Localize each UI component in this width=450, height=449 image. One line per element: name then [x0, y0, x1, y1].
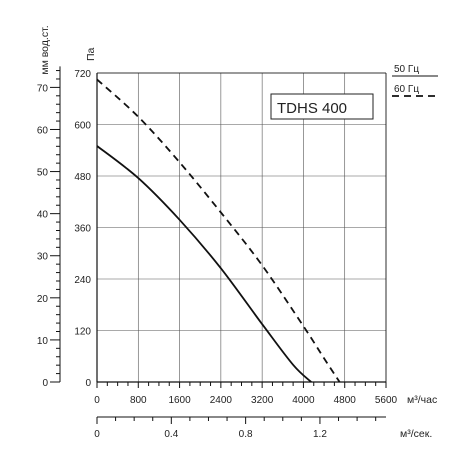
- pa-tick-label: 600: [74, 121, 91, 132]
- pa-tick-label: 0: [85, 378, 91, 389]
- x-tick-label: 1600: [168, 395, 191, 406]
- x-tick-label: 5600: [375, 395, 398, 406]
- legend: 50 Гц 60 Гц: [392, 64, 438, 97]
- performance-curves: [96, 78, 341, 383]
- series-curve-60hz: [96, 78, 341, 383]
- mm-tick-label: 10: [37, 336, 49, 347]
- x-tick-label: 0: [94, 395, 100, 406]
- flow-m3s-unit-label: м³/сек.: [400, 428, 432, 440]
- x2-tick-label: 0: [94, 429, 100, 440]
- pa-tick-label: 480: [74, 172, 91, 183]
- mm-water-axis: 0 10 20 30 40 50 60 70: [37, 66, 61, 389]
- mm-tick-label: 70: [37, 83, 49, 94]
- pa-tick-label: 360: [74, 224, 91, 235]
- x2-tick-label: 0.4: [164, 429, 178, 440]
- pa-tick-label: 240: [74, 275, 91, 286]
- mm-water-axis-label: мм вод.ст.: [39, 25, 51, 74]
- x-tick-label: 4800: [334, 395, 357, 406]
- model-title-box: TDHS 400: [270, 93, 374, 120]
- x2-tick-label: 1.2: [313, 429, 327, 440]
- flow-m3s-axis: 0 0.4 0.8 1.2: [94, 416, 386, 440]
- flow-m3h-unit-label: м³/час: [407, 394, 437, 406]
- legend-label: 60 Гц: [394, 84, 419, 95]
- x-tick-label: 2400: [210, 395, 233, 406]
- series-curve-50hz: [96, 145, 312, 383]
- x2-tick-label: 0.8: [239, 429, 253, 440]
- flow-m3h-axis: 0 800 1600 2400 3200 4000 4800 5600: [94, 382, 398, 406]
- pa-axis-label: Па: [85, 47, 97, 61]
- grid-lines: [96, 72, 387, 383]
- mm-tick-label: 0: [42, 378, 48, 389]
- mm-tick-label: 60: [37, 125, 49, 136]
- model-title: TDHS 400: [277, 100, 347, 117]
- x-tick-label: 4000: [292, 395, 315, 406]
- legend-label: 50 Гц: [394, 64, 419, 75]
- mm-tick-label: 30: [37, 252, 49, 263]
- pa-tick-label: 720: [74, 69, 91, 80]
- pa-axis: 0 120 240 360 480 600 720: [74, 69, 91, 389]
- x-tick-label: 3200: [251, 395, 274, 406]
- x-tick-label: 800: [130, 395, 147, 406]
- pa-tick-label: 120: [74, 327, 91, 338]
- mm-tick-label: 40: [37, 210, 49, 221]
- mm-tick-label: 50: [37, 168, 49, 179]
- mm-tick-label: 20: [37, 294, 49, 305]
